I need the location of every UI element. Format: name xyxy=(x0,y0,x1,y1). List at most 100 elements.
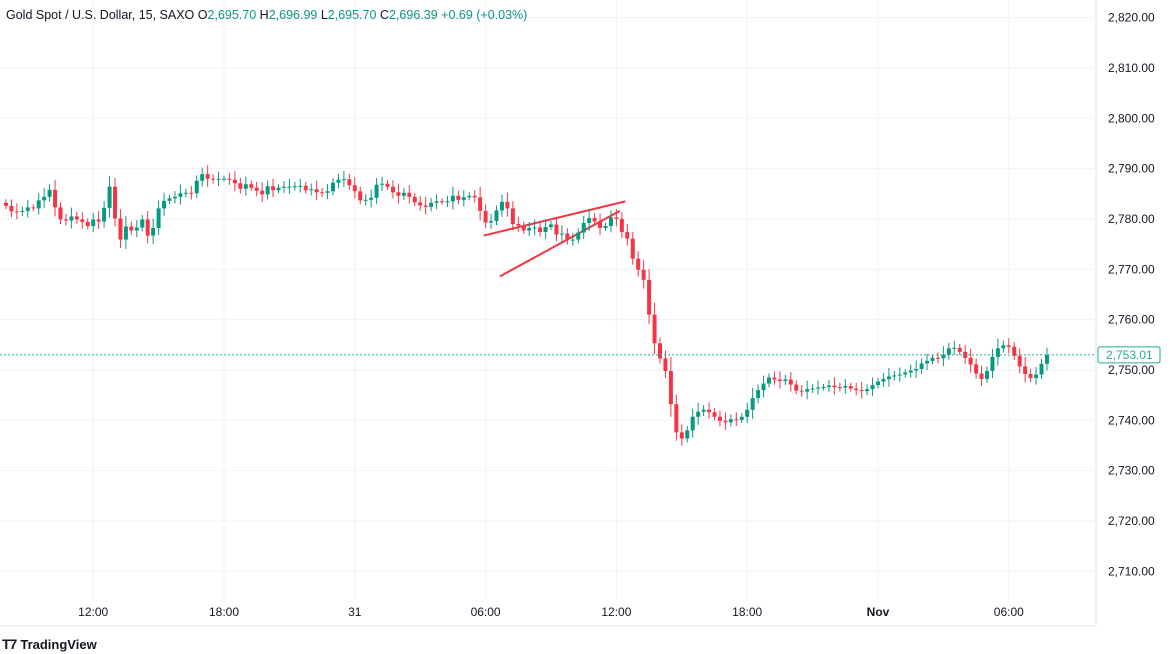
candle-body xyxy=(788,379,793,385)
candle-body xyxy=(434,201,439,203)
candle-body xyxy=(292,186,297,188)
candle-body xyxy=(412,196,417,203)
candle-body xyxy=(647,279,652,315)
candle-body xyxy=(745,409,750,417)
candle-body xyxy=(641,269,646,280)
candle-body xyxy=(707,409,712,413)
candle-body xyxy=(767,377,771,384)
candle-body xyxy=(979,373,984,380)
candle-body xyxy=(140,219,145,228)
candle-body xyxy=(772,377,777,380)
candle-body xyxy=(854,388,859,391)
candle-body xyxy=(265,186,270,195)
candle-body xyxy=(172,196,177,199)
candle-body xyxy=(102,207,107,222)
candle-body xyxy=(42,196,47,201)
candle-body xyxy=(739,416,744,420)
x-tick-label: 12:00 xyxy=(601,605,631,619)
candle-body xyxy=(298,185,303,187)
candle-body xyxy=(777,379,782,382)
candle-body xyxy=(385,183,390,187)
trendline-upper-line[interactable] xyxy=(483,200,626,237)
y-tick-label: 2,800.00 xyxy=(1108,111,1155,125)
candle-body xyxy=(472,195,477,198)
candle-body xyxy=(167,198,172,201)
y-tick-label: 2,820.00 xyxy=(1108,11,1155,25)
candle-body xyxy=(227,178,232,180)
candle-body xyxy=(309,189,314,191)
candle-body xyxy=(554,224,559,235)
candle-body xyxy=(674,404,679,433)
close-label: C xyxy=(379,8,389,22)
symbol-legend: Gold Spot / U.S. Dollar, 15, SAXO O2,695… xyxy=(6,8,527,22)
candle-body xyxy=(608,217,613,227)
candle-body xyxy=(658,343,662,359)
change-value: +0.69 (+0.03%) xyxy=(441,8,528,22)
y-tick-label: 2,710.00 xyxy=(1108,564,1155,578)
candle-body xyxy=(194,180,199,194)
y-tick-label: 2,720.00 xyxy=(1108,514,1155,528)
candle-body xyxy=(499,201,504,211)
candle-body xyxy=(450,195,455,202)
candle-body xyxy=(865,389,870,392)
time-axis: 12:00 18:00 31 06:00 12:00 18:00 Nov 06:00 xyxy=(78,605,1024,619)
candle-body xyxy=(31,207,36,209)
candle-body xyxy=(925,360,930,364)
candle-body xyxy=(423,205,428,207)
candle-body xyxy=(134,227,139,231)
candle-body xyxy=(276,187,281,191)
candle-body xyxy=(799,390,804,392)
candle-body xyxy=(957,347,962,352)
candle-body xyxy=(685,430,690,439)
candle-body xyxy=(216,178,221,180)
candle-body xyxy=(1017,355,1022,367)
candle-body xyxy=(80,219,85,222)
candle-body xyxy=(222,178,226,180)
candle-body xyxy=(374,184,379,198)
candle-body xyxy=(211,178,216,180)
candle-body xyxy=(505,201,510,209)
candle-body xyxy=(341,179,346,181)
candle-body xyxy=(129,226,134,231)
x-tick-label: 12:00 xyxy=(78,605,108,619)
candle-body xyxy=(271,186,276,191)
open-value: 2,695.70 xyxy=(207,8,257,22)
candle-body xyxy=(946,348,951,355)
tradingview-brand[interactable]: T7 TradingView xyxy=(2,636,97,652)
candle-body xyxy=(881,379,886,382)
low-label: L xyxy=(320,8,328,22)
open-label: O xyxy=(197,8,208,22)
candle-body xyxy=(1012,346,1017,356)
candle-body xyxy=(876,381,880,386)
candle-body xyxy=(826,385,831,388)
candle-body xyxy=(325,191,330,193)
candle-body xyxy=(91,219,96,227)
candle-body xyxy=(712,412,717,417)
candle-body xyxy=(281,186,286,188)
candle-body xyxy=(538,227,543,233)
close-value: 2,696.39 xyxy=(388,8,438,22)
candle-body xyxy=(510,208,515,224)
candle-body xyxy=(260,190,265,195)
candle-body xyxy=(396,192,401,196)
candle-body xyxy=(734,419,739,421)
candle-body xyxy=(162,200,167,209)
candle-body xyxy=(407,192,412,197)
candle-body xyxy=(254,187,259,191)
candle-body xyxy=(886,376,891,380)
candle-body xyxy=(570,239,575,241)
candle-body xyxy=(123,226,128,240)
candle-body xyxy=(543,227,548,233)
candle-body xyxy=(908,370,913,373)
candle-body xyxy=(440,201,444,203)
candle-body xyxy=(63,219,68,221)
last-price-badge xyxy=(1097,346,1161,364)
candle-body xyxy=(243,184,248,189)
candle-body xyxy=(717,416,722,421)
candle-body xyxy=(4,202,8,206)
candle-body xyxy=(429,202,434,207)
candle-body xyxy=(903,372,908,375)
candle-body xyxy=(985,370,989,380)
candle-body xyxy=(200,174,205,181)
